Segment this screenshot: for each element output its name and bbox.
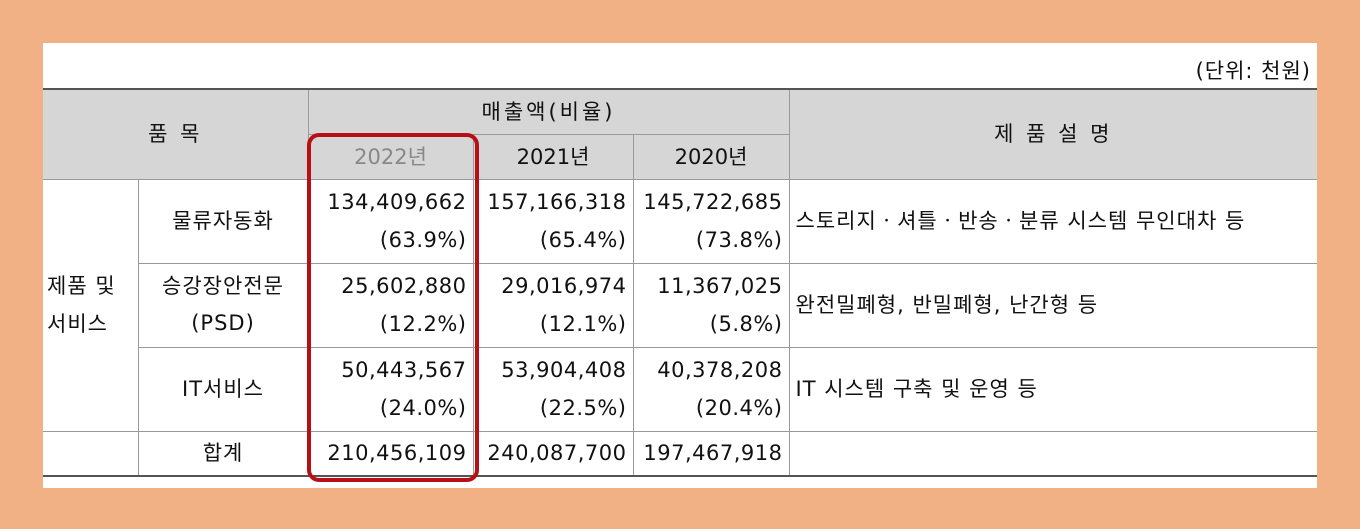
total-value: 197,467,918 bbox=[632, 430, 790, 477]
value-cell: 157,166,318 (65.4%) bbox=[472, 178, 634, 264]
table-row: IT서비스 50,443,567 (24.0%) 53,904,408 (22.5%… bbox=[43, 346, 1318, 432]
row-name: 물류자동화 bbox=[137, 178, 309, 264]
revenue-table: 품 목 매출액(비율) 제 품 설 명 2022년 2021년 2020년 제품… bbox=[43, 88, 1318, 477]
table-row: 제품 및 서비스 물류자동화 134,409,662 (63.9%) 157,16… bbox=[43, 178, 1318, 432]
value-cell: 11,367,025 (5.8%) bbox=[632, 262, 790, 348]
category-cell: 제품 및 서비스 bbox=[43, 178, 139, 432]
item-header: 품 목 bbox=[43, 88, 309, 180]
value-cell: 145,722,685 (73.8%) bbox=[632, 178, 790, 264]
description-header: 제 품 설 명 bbox=[788, 88, 1318, 180]
year-2021-header: 2021년 bbox=[472, 133, 634, 180]
value-cell: 40,378,208 (20.4%) bbox=[632, 346, 790, 432]
value-cell: 53,904,408 (22.5%) bbox=[472, 346, 634, 432]
value-cell: 50,443,567 (24.0%) bbox=[307, 346, 474, 432]
total-spacer bbox=[43, 431, 139, 477]
row-name: IT서비스 bbox=[138, 346, 309, 432]
value-cell: 134,409,662 (63.9%) bbox=[307, 178, 474, 264]
year-2022-header: 2022년 bbox=[308, 133, 474, 180]
total-value: 240,087,700 bbox=[472, 430, 634, 477]
table-row: 승강장안전문 (PSD) 25,602,880 (12.2%) 29,016,974… bbox=[43, 262, 1318, 348]
row-description: IT 시스템 구축 및 운영 등 bbox=[788, 346, 1318, 432]
row-description: 완전밀폐형, 반밀폐형, 난간형 등 bbox=[788, 262, 1318, 348]
header-row-1: 품 목 매출액(비율) 제 품 설 명 bbox=[43, 88, 1318, 180]
total-row: 합계 210,456,109 240,087,700 197,467,918 bbox=[43, 430, 1318, 477]
row-description: 스토리지ㆍ셔틀ㆍ반송ㆍ분류 시스템 무인대차 등 bbox=[788, 178, 1318, 264]
total-description bbox=[788, 430, 1318, 477]
document-sheet: (단위: 천원) 품 목 매출액(비율) 제 품 설 명 2022년 2021년… bbox=[43, 43, 1318, 488]
year-2020-header: 2020년 bbox=[632, 133, 790, 180]
row-name: 승강장안전문 (PSD) bbox=[138, 262, 309, 348]
total-value: 210,456,109 bbox=[307, 430, 474, 477]
total-label: 합계 bbox=[137, 430, 309, 477]
unit-note: (단위: 천원) bbox=[1195, 59, 1311, 83]
sales-header: 매출액(비율) bbox=[307, 88, 790, 135]
value-cell: 25,602,880 (12.2%) bbox=[307, 262, 474, 348]
value-cell: 29,016,974 (12.1%) bbox=[472, 262, 634, 348]
